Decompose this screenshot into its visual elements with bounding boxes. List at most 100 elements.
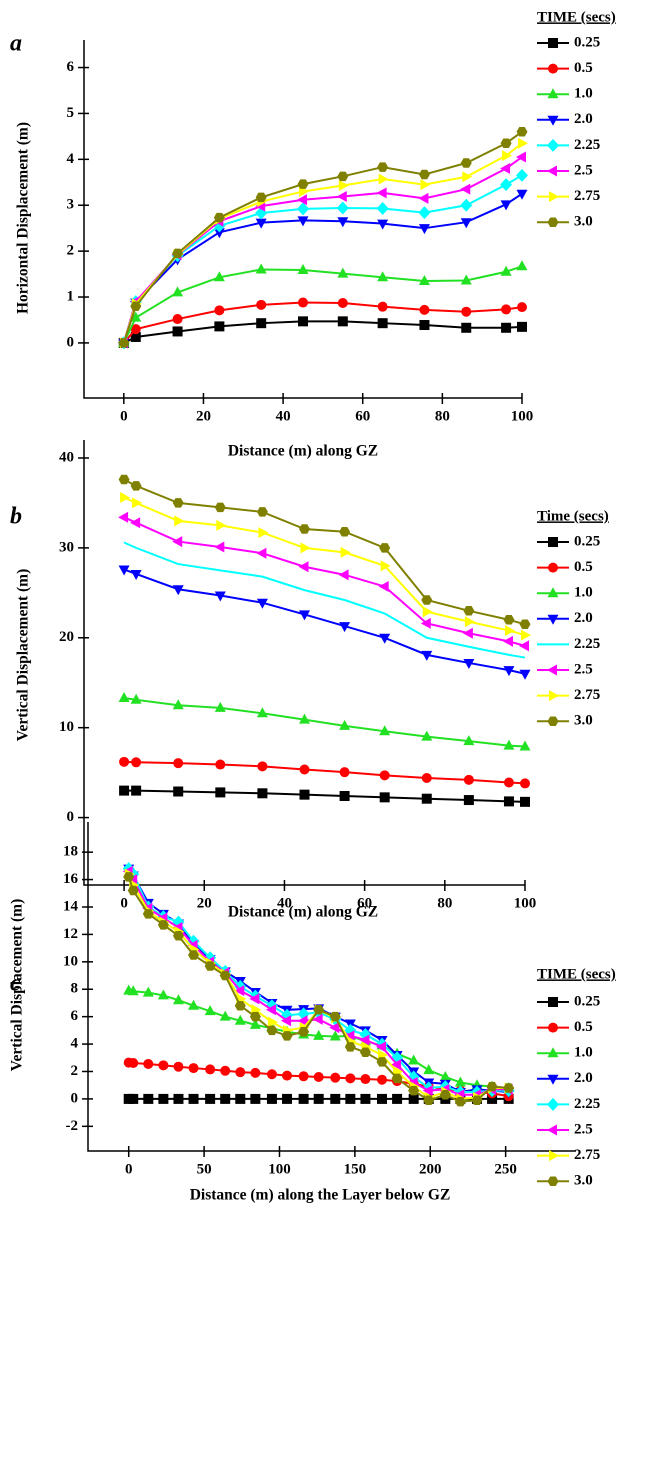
marker (281, 1031, 293, 1041)
marker (257, 788, 268, 799)
series-line (124, 760, 526, 785)
legend-marker (547, 587, 559, 598)
marker (255, 263, 267, 274)
marker (421, 730, 433, 741)
marker (454, 1076, 466, 1087)
marker (517, 321, 527, 332)
marker (158, 1060, 169, 1071)
marker (516, 260, 528, 271)
marker (130, 517, 141, 529)
marker (250, 1093, 261, 1104)
marker (297, 1015, 308, 1027)
legend-label: 2.75 (574, 1147, 600, 1163)
marker (213, 271, 225, 282)
marker (391, 1059, 402, 1071)
marker (172, 931, 184, 941)
marker (266, 1093, 277, 1104)
legend-marker (548, 562, 558, 573)
marker (173, 786, 184, 797)
marker (130, 331, 141, 342)
legend-marker (547, 664, 557, 676)
legend-marker (547, 1097, 559, 1111)
marker (423, 1095, 435, 1106)
y-tick-label: 2 (67, 243, 75, 259)
panel-label: b (10, 504, 22, 530)
panel-label: a (10, 31, 22, 57)
x-tick-label: 20 (197, 895, 212, 911)
marker (516, 168, 528, 182)
marker (214, 591, 226, 602)
marker (119, 756, 130, 767)
legend-marker (548, 63, 558, 74)
marker (123, 872, 135, 882)
marker (464, 616, 475, 628)
marker (299, 610, 310, 621)
axes (83, 440, 525, 886)
marker (517, 302, 527, 313)
marker (339, 767, 350, 778)
y-tick-label: 2 (71, 1063, 79, 1079)
marker (256, 707, 268, 718)
x-tick-label: 150 (344, 1161, 367, 1177)
marker (118, 474, 130, 485)
marker (503, 739, 515, 750)
marker (519, 640, 529, 652)
marker (299, 524, 310, 534)
marker (420, 617, 431, 629)
marker (379, 770, 390, 781)
y-tick-label: 8 (71, 981, 79, 997)
marker (377, 219, 389, 230)
x-tick-label: 60 (357, 895, 372, 911)
legend-label: 1.0 (574, 585, 593, 601)
marker (377, 162, 389, 172)
x-tick-label: 0 (120, 408, 128, 424)
y-axis-label: Horizontal Displacement (m) (15, 122, 32, 314)
marker (313, 1071, 324, 1082)
marker (418, 169, 430, 180)
marker (339, 791, 350, 801)
marker (172, 286, 184, 297)
marker (337, 217, 349, 228)
marker (339, 526, 351, 537)
x-tick-label: 200 (419, 1161, 442, 1177)
marker (379, 792, 390, 803)
marker (298, 1071, 309, 1082)
marker (256, 547, 267, 559)
marker (127, 985, 139, 996)
marker (418, 192, 429, 204)
x-tick-label: 50 (197, 1161, 212, 1177)
marker (297, 216, 309, 227)
marker (502, 635, 513, 647)
panel-label: c (10, 971, 21, 997)
x-tick-label: 60 (355, 408, 370, 424)
series-line (122, 265, 523, 344)
marker (118, 692, 130, 703)
legend-title: TIME (secs) (537, 9, 616, 25)
marker (460, 218, 472, 229)
marker (235, 1067, 246, 1078)
y-axis-label: Vertical Displacement (m) (15, 569, 32, 741)
marker (460, 158, 472, 168)
marker (421, 793, 432, 804)
marker (234, 985, 245, 997)
marker (118, 511, 129, 523)
marker (330, 1072, 341, 1083)
marker (173, 758, 184, 769)
legend-marker (548, 997, 558, 1007)
legend-marker (547, 614, 559, 625)
marker (282, 1093, 293, 1104)
legend-label: 3.0 (574, 713, 593, 729)
marker (265, 1004, 276, 1016)
marker (463, 774, 474, 785)
y-tick-label: 6 (67, 59, 75, 75)
x-axis-label: Distance (m) along the Layer below GZ (190, 1187, 451, 1204)
marker (130, 311, 142, 322)
marker (255, 192, 267, 203)
legend-label: 3.0 (574, 214, 593, 230)
marker (297, 202, 309, 216)
marker (142, 986, 154, 997)
y-tick-label: 10 (59, 719, 74, 735)
legend-label: 1.0 (574, 86, 593, 102)
marker (504, 625, 515, 637)
marker (337, 267, 349, 278)
